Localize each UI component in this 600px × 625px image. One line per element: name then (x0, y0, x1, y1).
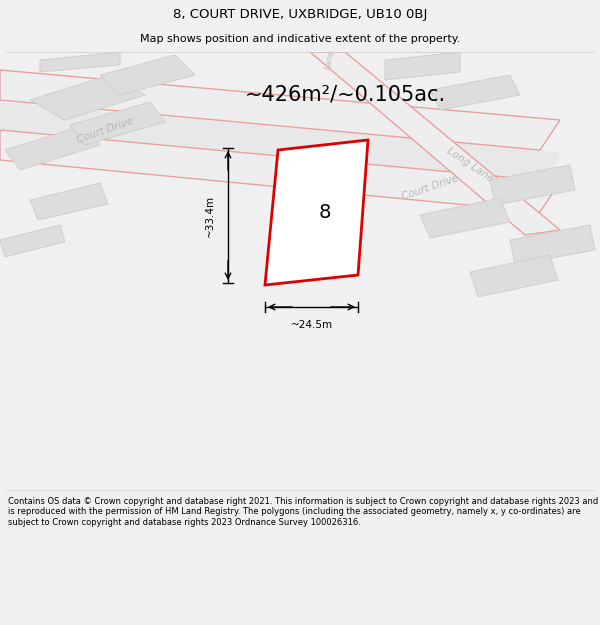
Polygon shape (100, 55, 195, 95)
Polygon shape (5, 125, 100, 170)
Polygon shape (0, 225, 65, 257)
Polygon shape (430, 75, 520, 110)
Text: Court Drive: Court Drive (400, 173, 460, 201)
Text: 8, COURT DRIVE, UXBRIDGE, UB10 0BJ: 8, COURT DRIVE, UXBRIDGE, UB10 0BJ (173, 8, 427, 21)
Polygon shape (30, 75, 145, 120)
Polygon shape (0, 70, 560, 150)
Polygon shape (310, 52, 560, 235)
Text: Lane: Lane (324, 49, 336, 71)
Text: Contains OS data © Crown copyright and database right 2021. This information is : Contains OS data © Crown copyright and d… (8, 497, 598, 527)
Polygon shape (40, 52, 120, 72)
Text: Map shows position and indicative extent of the property.: Map shows position and indicative extent… (140, 34, 460, 44)
Polygon shape (318, 52, 550, 230)
Polygon shape (30, 183, 108, 220)
Text: Court Drive: Court Drive (75, 116, 135, 144)
Polygon shape (510, 225, 595, 265)
Polygon shape (420, 198, 510, 238)
Text: ~33.4m: ~33.4m (205, 194, 215, 236)
Polygon shape (70, 102, 165, 145)
Text: 8: 8 (319, 202, 331, 221)
Polygon shape (0, 102, 560, 207)
Polygon shape (470, 255, 558, 297)
Polygon shape (385, 52, 460, 80)
Text: ~24.5m: ~24.5m (290, 320, 332, 330)
Text: ~426m²/~0.105ac.: ~426m²/~0.105ac. (245, 85, 446, 105)
Polygon shape (0, 130, 560, 212)
Polygon shape (490, 165, 575, 205)
Text: Long Lane: Long Lane (445, 146, 495, 184)
Polygon shape (265, 140, 368, 285)
